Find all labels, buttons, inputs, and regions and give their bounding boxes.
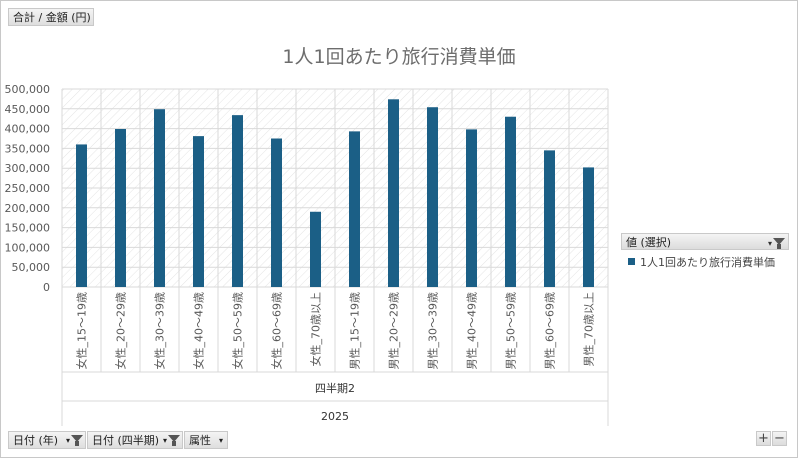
bar [583, 167, 594, 287]
dropdown-arrow-icon[interactable]: ▾ [162, 436, 167, 445]
filter-icon[interactable] [773, 238, 785, 249]
plus-icon: + [758, 431, 769, 446]
field-button-quarter-label: 日付 (四半期) [92, 434, 160, 447]
y-tick-label: 200,000 [5, 202, 51, 215]
expand-button[interactable]: + [756, 431, 771, 446]
x-tick-label: 女性_40～49歳 [192, 292, 206, 370]
collapse-button[interactable]: − [772, 431, 787, 446]
dropdown-arrow-icon[interactable]: ▾ [65, 436, 70, 445]
y-tick-label: 0 [43, 281, 50, 294]
y-tick-label: 400,000 [5, 123, 51, 136]
filter-icon[interactable] [168, 435, 180, 446]
legend-header-label: 値 (選択) [626, 236, 672, 249]
bar [193, 136, 204, 287]
y-tick-label: 450,000 [5, 103, 51, 116]
bar [388, 99, 399, 288]
x-tick-label: 女性_15～19歳 [75, 292, 89, 370]
bar [310, 211, 321, 287]
value-field-button[interactable]: 合計 / 金額 (円) [8, 8, 94, 26]
value-field-label: 合計 / 金額 (円) [13, 11, 91, 24]
x-tick-label: 男性_60～69歳 [543, 292, 557, 370]
y-tick-label: 50,000 [12, 261, 51, 274]
bar [544, 150, 555, 287]
bar [154, 109, 165, 287]
y-tick-label: 300,000 [5, 162, 51, 175]
field-button-year-label: 日付 (年) [13, 434, 59, 447]
x-tick-label: 女性_30～39歳 [153, 292, 167, 370]
field-button-quarter[interactable]: 日付 (四半期) ▾ [87, 431, 183, 449]
group-label-year: 2025 [321, 410, 349, 423]
bar [466, 129, 477, 287]
x-tick-label: 男性_70歳以上 [582, 292, 596, 367]
x-tick-label: 女性_60～69歳 [270, 292, 284, 370]
minus-icon: − [774, 431, 785, 446]
bar [76, 144, 87, 287]
x-tick-label: 女性_70歳以上 [309, 292, 323, 367]
x-tick-label: 男性_30～39歳 [426, 292, 440, 370]
chart-title: 1人1回あたり旅行消費単価 [282, 46, 516, 68]
bar [232, 115, 243, 287]
x-tick-label: 男性_20～29歳 [387, 292, 401, 370]
bar [505, 116, 516, 287]
legend-header[interactable]: 値 (選択) ▾ [621, 233, 789, 250]
y-tick-label: 250,000 [5, 182, 51, 195]
x-tick-label: 男性_15～19歳 [348, 292, 362, 370]
y-tick-label: 100,000 [5, 241, 51, 254]
bar [427, 107, 438, 287]
dropdown-arrow-icon[interactable]: ▾ [218, 436, 223, 445]
group-label-quarter: 四半期2 [315, 381, 355, 395]
field-button-attribute[interactable]: 属性 ▾ [184, 431, 228, 449]
y-tick-label: 350,000 [5, 142, 51, 155]
x-tick-label: 男性_40～49歳 [465, 292, 479, 370]
filter-icon[interactable] [71, 435, 83, 446]
bar [349, 131, 360, 287]
bar [115, 128, 126, 287]
y-tick-label: 150,000 [5, 222, 51, 235]
x-tick-label: 女性_50～59歳 [231, 292, 245, 370]
field-button-year[interactable]: 日付 (年) ▾ [8, 431, 86, 449]
y-tick-label: 500,000 [5, 83, 51, 96]
legend-item-label: 1人1回あたり旅行消費単価 [640, 256, 775, 269]
legend-item: 1人1回あたり旅行消費単価 [628, 254, 775, 270]
dropdown-arrow-icon[interactable]: ▾ [767, 239, 772, 248]
bar [271, 138, 282, 287]
x-tick-label: 女性_20～29歳 [114, 292, 128, 370]
field-button-attribute-label: 属性 [189, 434, 211, 447]
legend-swatch [628, 258, 635, 265]
x-tick-label: 男性_50～59歳 [504, 292, 518, 370]
